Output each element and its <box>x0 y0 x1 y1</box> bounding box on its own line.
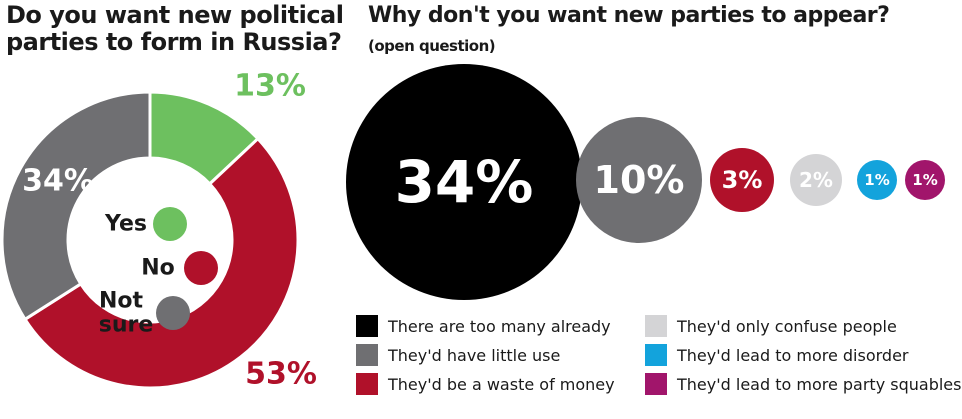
bubble-chart-title: Why don't you want new parties to appear… <box>368 3 890 28</box>
legend-swatch <box>356 373 378 395</box>
bubble-label-party-squables: 1% <box>912 171 937 189</box>
pie-label-no: 53% <box>245 357 317 392</box>
pie-legend-not-sure-label-2: sure <box>99 313 154 338</box>
pie-legend-no-label: No <box>141 256 175 281</box>
bubble-label-little-use: 10% <box>594 158 685 202</box>
bubble-little-use <box>576 117 702 243</box>
legend-swatch <box>645 344 667 366</box>
pie-legend-not-sure-dot <box>156 296 190 330</box>
legend-item-party-squables: They'd lead to more party squables <box>645 373 961 395</box>
bubble-too-many <box>346 64 582 300</box>
legend-item-too-many: There are too many already <box>356 315 611 337</box>
bubble-label-confuse-people: 2% <box>799 168 833 192</box>
bubble-label-waste-of-money: 3% <box>722 166 763 194</box>
legend-swatch <box>645 373 667 395</box>
pie-chart-title: Do you want new political parties to for… <box>6 1 344 56</box>
legend-label: They'd lead to more party squables <box>677 374 962 394</box>
legend-item-more-disorder: They'd lead to more disorder <box>645 344 908 366</box>
pie-slice-no <box>22 136 300 390</box>
bubble-more-disorder <box>857 160 897 200</box>
pie-label-not-sure: 34% <box>22 164 94 199</box>
legend-label: They'd have little use <box>388 345 561 365</box>
pie-slice-not-sure <box>0 90 152 322</box>
pie-legend-yes-label: Yes <box>104 212 147 237</box>
pie-label-yes: 13% <box>234 69 306 104</box>
bubble-waste-of-money <box>710 148 774 212</box>
bubble-label-more-disorder: 1% <box>864 171 889 189</box>
legend-label: There are too many already <box>388 316 611 336</box>
legend-item-confuse-people: They'd only confuse people <box>645 315 897 337</box>
legend-label: They'd lead to more disorder <box>677 345 909 365</box>
bubble-label-too-many: 34% <box>395 148 534 216</box>
legend-swatch <box>356 315 378 337</box>
legend-item-waste-of-money: They'd be a waste of money <box>356 373 615 395</box>
bubble-party-squables <box>905 160 945 200</box>
pie-legend-not-sure-label-1: Not <box>99 289 144 314</box>
legend-swatch <box>356 344 378 366</box>
pie-legend-yes-dot <box>153 207 187 241</box>
legend-item-little-use: They'd have little use <box>356 344 560 366</box>
pie-legend-no-dot <box>184 251 218 285</box>
bubble-chart-subtitle: (open question) <box>368 37 496 55</box>
legend-swatch <box>645 315 667 337</box>
legend-label: They'd only confuse people <box>677 316 897 336</box>
bubble-confuse-people <box>790 154 842 206</box>
legend-label: They'd be a waste of money <box>388 374 615 394</box>
